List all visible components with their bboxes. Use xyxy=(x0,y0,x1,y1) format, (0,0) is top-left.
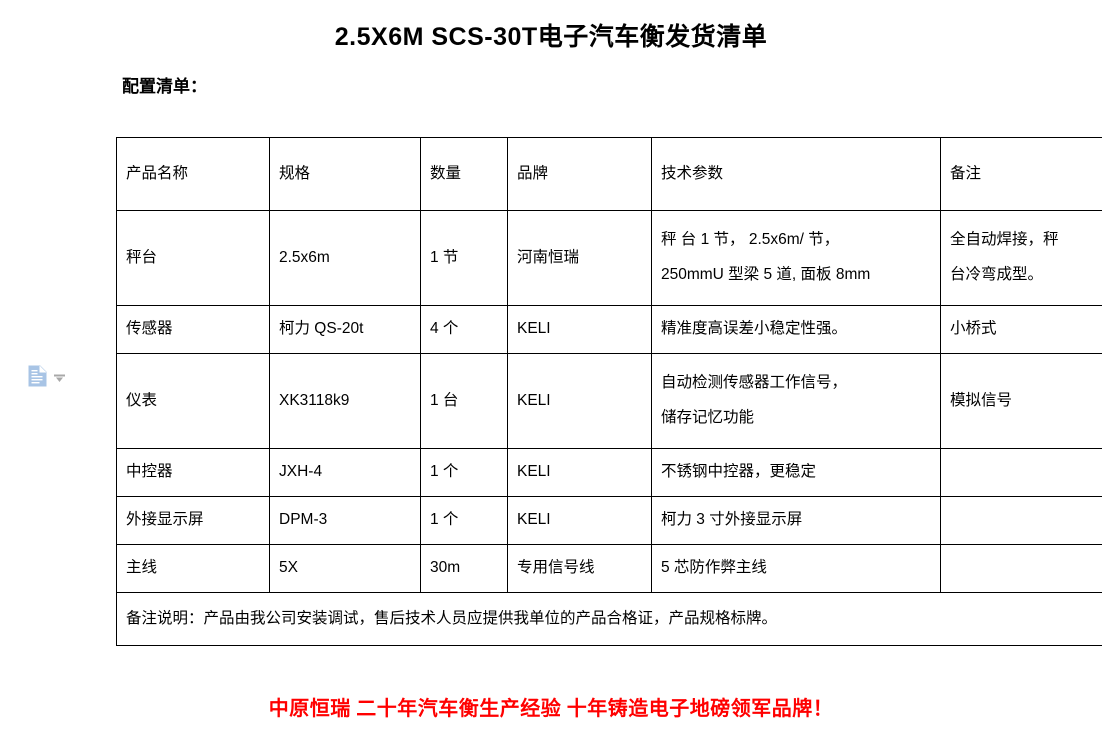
header-cell-spec: 规格 xyxy=(269,137,421,211)
cell-spec: 2.5x6m xyxy=(269,210,421,306)
cell-product-name: 仪表 xyxy=(116,353,270,449)
table-footer-row: 备注说明：产品由我公司安装调试，售后技术人员应提供我单位的产品合格证，产品规格标… xyxy=(116,592,1102,646)
cell-brand: 专用信号线 xyxy=(507,544,652,593)
cell-product-name: 秤台 xyxy=(116,210,270,306)
header-cell-quantity: 数量 xyxy=(420,137,508,211)
cell-product-name: 中控器 xyxy=(116,448,270,497)
cell-tech-params: 不锈钢中控器，更稳定 xyxy=(651,448,941,497)
cell-spec: XK3118k9 xyxy=(269,353,421,449)
cell-spec: JXH-4 xyxy=(269,448,421,497)
config-list-label: 配置清单： xyxy=(122,77,207,96)
header-cell-brand: 品牌 xyxy=(507,137,652,211)
specification-table: 产品名称 规格 数量 品牌 技术参数 备注 秤台 2.5x6m 1 节 河南恒瑞… xyxy=(116,137,1102,646)
cell-remark: 模拟信号 xyxy=(940,353,1102,449)
cell-remark xyxy=(940,496,1102,545)
table-header-row: 产品名称 规格 数量 品牌 技术参数 备注 xyxy=(116,137,1102,211)
cell-spec: DPM-3 xyxy=(269,496,421,545)
table-row: 秤台 2.5x6m 1 节 河南恒瑞 秤 台 1 节， 2.5x6m/ 节， 2… xyxy=(116,210,1102,306)
cell-product-name: 主线 xyxy=(116,544,270,593)
cell-tech-params: 5 芯防作弊主线 xyxy=(651,544,941,593)
chevron-down-icon[interactable] xyxy=(54,370,65,388)
cell-remark-line-2: 台冷弯成型。 xyxy=(950,266,1044,283)
cell-quantity: 1 台 xyxy=(420,353,508,449)
company-slogan: 中原恒瑞 二十年汽车衡生产经验 十年铸造电子地磅领军品牌！ xyxy=(268,698,834,720)
cell-quantity: 1 节 xyxy=(420,210,508,306)
page-title: 2.5X6M SCS-30T电子汽车衡发货清单 xyxy=(334,23,768,51)
cell-tech-params: 柯力 3 寸外接显示屏 xyxy=(651,496,941,545)
cell-quantity: 1 个 xyxy=(420,496,508,545)
cell-brand: KELI xyxy=(507,496,652,545)
cell-quantity: 30m xyxy=(420,544,508,593)
cell-tech-line-1: 秤 台 1 节， 2.5x6m/ 节， xyxy=(661,231,840,249)
header-cell-product-name: 产品名称 xyxy=(116,137,270,211)
cell-brand: 河南恒瑞 xyxy=(507,210,652,306)
header-cell-remark: 备注 xyxy=(940,137,1102,211)
cell-tech-params: 精准度高误差小稳定性强。 xyxy=(651,305,941,354)
cell-remark xyxy=(940,544,1102,593)
table-row: 仪表 XK3118k9 1 台 KELI 自动检测传感器工作信号， 储存记忆功能… xyxy=(116,353,1102,449)
cell-quantity: 4 个 xyxy=(420,305,508,354)
cell-remark: 全自动焊接，秤 台冷弯成型。 xyxy=(940,210,1102,306)
cell-tech-params: 秤 台 1 节， 2.5x6m/ 节， 250mmU 型梁 5 道, 面板 8m… xyxy=(651,210,941,306)
cell-remark-line-1: 全自动焊接，秤 xyxy=(950,231,1059,249)
cell-footer-note: 备注说明：产品由我公司安装调试，售后技术人员应提供我单位的产品合格证，产品规格标… xyxy=(116,592,1102,646)
cell-spec: 柯力 QS-20t xyxy=(269,305,421,354)
cell-quantity: 1 个 xyxy=(420,448,508,497)
cell-tech-line-2: 250mmU 型梁 5 道, 面板 8mm xyxy=(661,266,871,283)
cell-tech-line-1: 自动检测传感器工作信号， xyxy=(661,374,848,392)
cell-remark: 小桥式 xyxy=(940,305,1102,354)
cell-brand: KELI xyxy=(507,305,652,354)
table-row: 传感器 柯力 QS-20t 4 个 KELI 精准度高误差小稳定性强。 小桥式 xyxy=(116,305,1102,354)
cell-product-name: 传感器 xyxy=(116,305,270,354)
table-row: 中控器 JXH-4 1 个 KELI 不锈钢中控器，更稳定 xyxy=(116,448,1102,497)
table-row: 外接显示屏 DPM-3 1 个 KELI 柯力 3 寸外接显示屏 xyxy=(116,496,1102,545)
cell-tech-params: 自动检测传感器工作信号， 储存记忆功能 xyxy=(651,353,941,449)
cell-tech-line-2: 储存记忆功能 xyxy=(661,409,755,426)
header-cell-tech-params: 技术参数 xyxy=(651,137,941,211)
document-object-icon[interactable] xyxy=(28,365,47,392)
floating-object-anchor[interactable] xyxy=(28,365,65,392)
table-row: 主线 5X 30m 专用信号线 5 芯防作弊主线 xyxy=(116,544,1102,593)
cell-brand: KELI xyxy=(507,353,652,449)
cell-spec: 5X xyxy=(269,544,421,593)
cell-brand: KELI xyxy=(507,448,652,497)
cell-product-name: 外接显示屏 xyxy=(116,496,270,545)
cell-remark xyxy=(940,448,1102,497)
